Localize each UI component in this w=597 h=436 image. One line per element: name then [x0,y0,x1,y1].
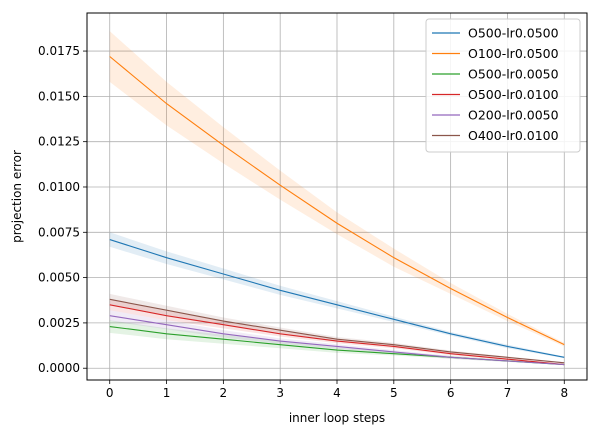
y-tick-label: 0.0025 [38,316,80,330]
y-tick-label: 0.0000 [38,361,80,375]
x-axis-label: inner loop steps [289,411,385,425]
x-tick-label: 7 [504,386,512,400]
x-tick-label: 8 [560,386,568,400]
legend-entry-label: O400-lr0.0100 [468,128,559,143]
y-tick-label: 0.0125 [38,135,80,149]
y-tick-label: 0.0050 [38,271,80,285]
grid-layer [87,13,587,380]
series-line [109,298,565,364]
legend-entry-label: O500-lr0.0050 [468,67,559,82]
legend: O500-lr0.0500 O100-lr0.0500 O500-lr0.0050 O… [425,18,581,153]
y-tick-label: 0.0150 [38,89,80,103]
legend-entry-label: O200-lr0.0050 [468,108,559,123]
series-line [109,56,565,346]
x-tick-label: 1 [163,386,171,400]
x-tick-label: 5 [390,386,398,400]
x-tick-label: 6 [447,386,455,400]
legend-entry-label: O500-lr0.0100 [468,87,559,102]
y-tick-label: 0.0100 [38,180,80,194]
x-tick-label: 3 [276,386,284,400]
legend-box [425,18,581,153]
series-line [109,315,565,366]
series-line [109,304,565,366]
series-line [109,239,565,358]
y-axis-label: projection error [10,150,24,243]
y-tick-label: 0.0175 [38,44,80,58]
legend-entry-label: O500-lr0.0500 [468,26,559,41]
legend-entry-label: O100-lr0.0500 [468,46,559,61]
x-tick-label: 0 [106,386,114,400]
x-tick-label: 4 [333,386,341,400]
axis-ticks: 0 1 2 3 4 5 6 7 8 0.0000 0.0025 0.0050 0.0075 0.0100 0… [38,44,568,400]
series-lines [109,56,565,366]
x-tick-label: 2 [220,386,228,400]
y-tick-label: 0.0075 [38,225,80,239]
